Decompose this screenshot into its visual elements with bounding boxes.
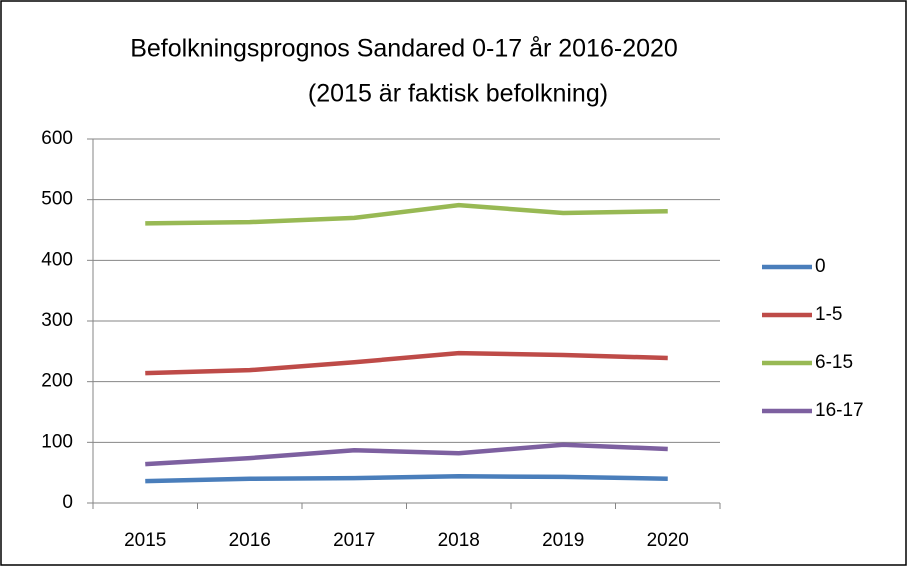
- chart-title: Befolkningsprognos Sandared 0-17 år 2016…: [130, 35, 678, 63]
- x-tick-label: 2017: [333, 530, 375, 551]
- y-tick-label: 300: [41, 310, 73, 331]
- y-tick-label: 500: [41, 189, 73, 210]
- series-line: [145, 350, 668, 376]
- y-tick-label: 200: [41, 371, 73, 392]
- legend-label: 16-17: [815, 400, 864, 421]
- x-tick-label: 2015: [124, 530, 166, 551]
- series-line: [145, 442, 668, 467]
- x-tick-label: 2019: [542, 530, 584, 551]
- x-tick-label: 2018: [438, 530, 480, 551]
- chart-subtitle: (2015 är faktisk befolkning): [308, 80, 608, 108]
- y-tick-label: 0: [62, 492, 73, 513]
- y-tick-label: 400: [41, 249, 73, 270]
- x-tick-label: 2020: [647, 530, 689, 551]
- y-tick-label: 600: [41, 128, 73, 149]
- legend-label: 6-15: [815, 352, 853, 373]
- y-tick-label: 100: [41, 431, 73, 452]
- legend-label: 0: [815, 256, 826, 277]
- series-line: [145, 202, 668, 226]
- legend-label: 1-5: [815, 304, 842, 325]
- series-line: [145, 474, 668, 484]
- x-tick-label: 2016: [229, 530, 271, 551]
